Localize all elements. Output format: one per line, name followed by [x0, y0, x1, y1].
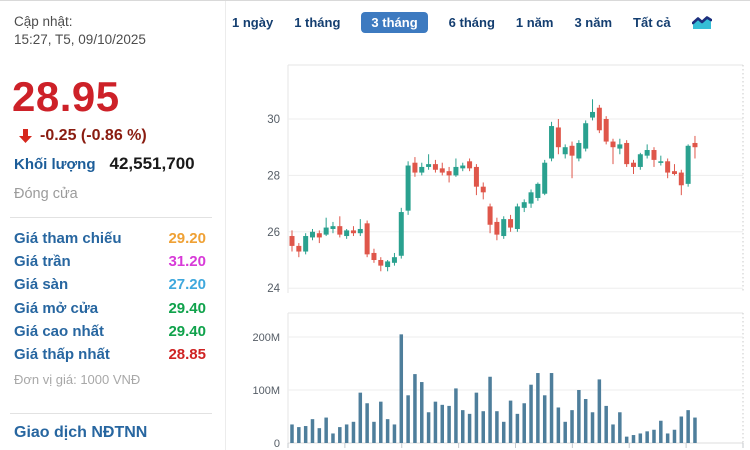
- svg-text:0: 0: [274, 438, 280, 450]
- last-updated: Cập nhật: 15:27, T5, 09/10/2025: [14, 13, 146, 49]
- candlestick-chart[interactable]: 30 28 26 24: [230, 41, 750, 299]
- stat-row: Giá trần 31.20: [14, 250, 206, 273]
- stat-row: Giá sàn 27.20: [14, 273, 206, 296]
- range-tabs: 1 ngày 1 tháng 3 tháng 6 tháng 1 năm 3 năm Tất…: [232, 9, 712, 35]
- tab-range-0[interactable]: 1 ngày: [232, 14, 274, 30]
- svg-text:28: 28: [267, 170, 280, 182]
- tab-range-6[interactable]: Tất cả: [633, 14, 671, 30]
- tab-range-1[interactable]: 1 tháng: [294, 14, 341, 30]
- svg-text:100M: 100M: [252, 385, 280, 397]
- stat-value: 29.40: [168, 322, 206, 340]
- stat-label: Giá trần: [14, 253, 71, 271]
- updated-label: Cập nhật:: [14, 14, 73, 29]
- stat-label: Giá cao nhất: [14, 322, 105, 340]
- stat-label: Giá tham chiếu: [14, 230, 122, 248]
- stat-value: 28.85: [168, 346, 206, 364]
- stat-value: 27.20: [168, 276, 206, 294]
- stat-label: Giá sàn: [14, 276, 69, 294]
- volume-value: 42,551,700: [109, 154, 195, 173]
- divider: [10, 413, 212, 414]
- updated-time: 15:27, T5, 09/10/2025: [14, 32, 146, 47]
- svg-text:24: 24: [267, 283, 280, 295]
- svg-text:30: 30: [267, 114, 280, 126]
- stat-row: Giá cao nhất 29.40: [14, 320, 206, 343]
- volume-label: Khối lượng: [14, 156, 96, 173]
- divider: [10, 217, 212, 218]
- tab-range-2[interactable]: 3 tháng: [361, 11, 428, 33]
- svg-text:200M: 200M: [252, 332, 280, 344]
- foreign-trading-header: Giao dịch NĐTNN: [14, 424, 148, 441]
- stat-label: Giá thấp nhất: [14, 346, 110, 364]
- stat-value: 29.40: [168, 299, 206, 317]
- area-chart-icon[interactable]: [691, 14, 712, 31]
- svg-text:26: 26: [267, 227, 280, 239]
- price-stats-list: Giá tham chiếu 29.20 Giá trần 31.20 Giá sàn 2…: [14, 227, 206, 366]
- price-summary-panel: Cập nhật: 15:27, T5, 09/10/2025 28.95 -0…: [0, 1, 226, 450]
- price-change-row: -0.25 (-0.86 %): [18, 127, 147, 145]
- volume-chart[interactable]: 0 100M 200M: [230, 301, 750, 450]
- stat-row: Giá thấp nhất 28.85: [14, 343, 206, 366]
- stat-label: Giá mở cửa: [14, 299, 99, 317]
- price-change: -0.25 (-0.86 %): [40, 127, 147, 144]
- price-unit-note: Đơn vị giá: 1000 VNĐ: [14, 372, 141, 387]
- close-state-label: Đóng cửa: [14, 186, 78, 202]
- tab-range-5[interactable]: 3 năm: [574, 14, 613, 30]
- stat-row: Giá mở cửa 29.40: [14, 297, 206, 320]
- stat-row: Giá tham chiếu 29.20: [14, 227, 206, 250]
- stat-value: 31.20: [168, 253, 206, 271]
- tab-range-4[interactable]: 1 năm: [515, 14, 554, 30]
- current-price: 28.95: [12, 73, 120, 120]
- tab-range-3[interactable]: 6 tháng: [448, 14, 495, 30]
- down-arrow-icon: [19, 129, 32, 143]
- volume-row: Khối lượng 42,551,700: [14, 154, 195, 174]
- stat-value: 29.20: [168, 230, 206, 248]
